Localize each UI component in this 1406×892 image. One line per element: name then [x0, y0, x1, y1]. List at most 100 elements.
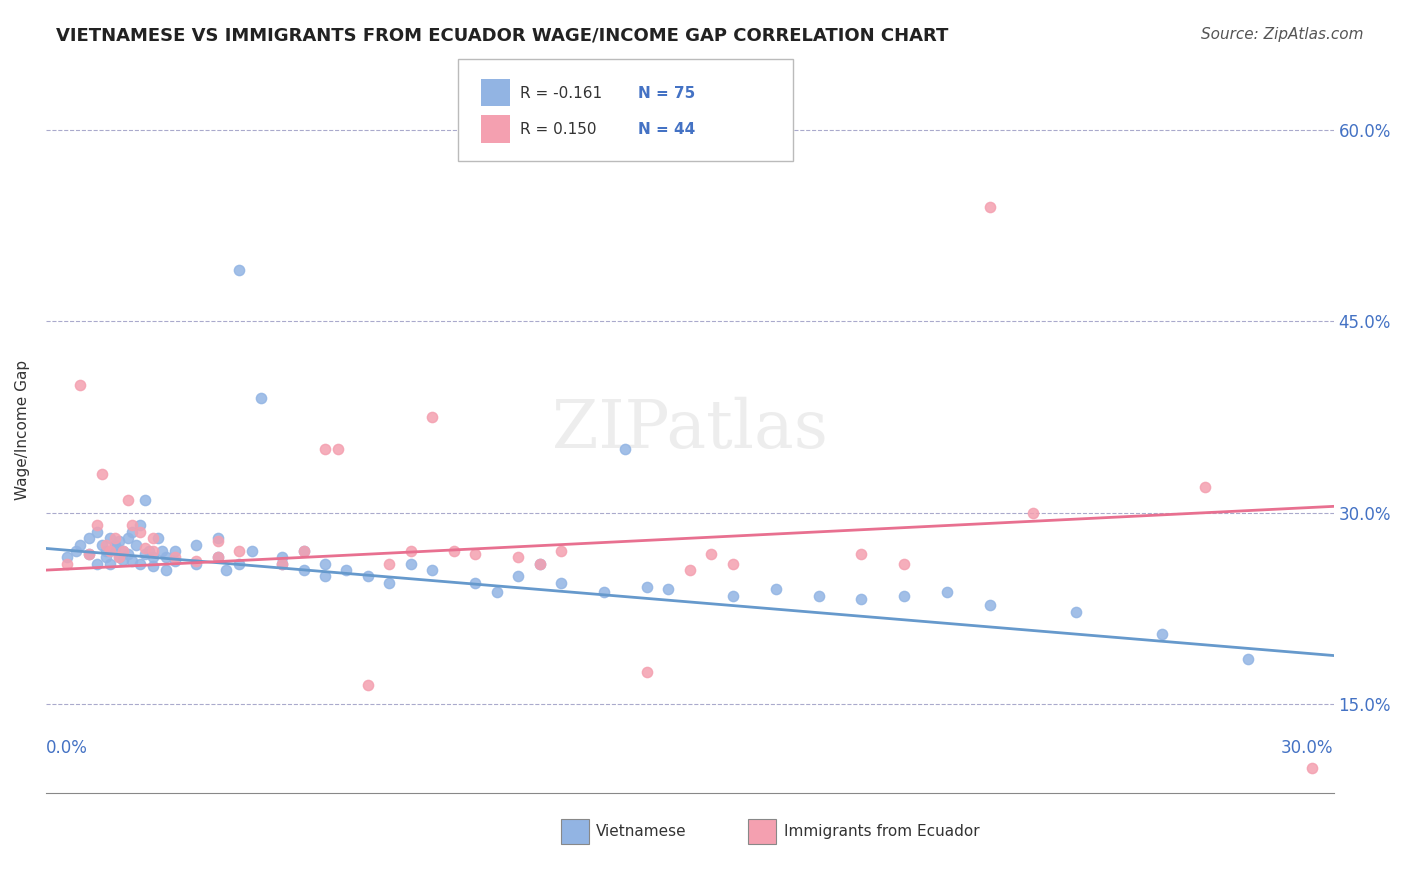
Point: [292, 544, 315, 558]
Point: [163, 550, 186, 565]
Point: [399, 544, 422, 558]
Point: [98, 531, 121, 545]
Text: ZIPatlas: ZIPatlas: [553, 397, 828, 462]
Point: [1064, 605, 1087, 619]
Point: [271, 557, 294, 571]
Point: [636, 665, 658, 679]
Point: [228, 263, 250, 277]
Point: [679, 563, 702, 577]
Point: [636, 580, 658, 594]
Point: [65, 544, 87, 558]
Point: [86, 518, 108, 533]
Point: [1150, 627, 1173, 641]
Point: [129, 557, 152, 571]
Point: [508, 550, 530, 565]
Text: 0.0%: 0.0%: [46, 739, 87, 756]
Bar: [481, 78, 509, 106]
Point: [420, 563, 443, 577]
Point: [94, 550, 117, 565]
Point: [112, 544, 135, 558]
Bar: [561, 819, 589, 844]
Point: [186, 554, 208, 568]
Point: [142, 531, 165, 545]
Point: [936, 584, 959, 599]
Point: [721, 557, 744, 571]
Point: [163, 544, 186, 558]
Point: [378, 557, 401, 571]
Point: [314, 569, 336, 583]
Point: [326, 442, 349, 456]
Point: [443, 544, 465, 558]
Point: [851, 547, 873, 561]
Point: [129, 524, 152, 539]
Point: [155, 563, 177, 577]
Point: [807, 589, 830, 603]
Point: [77, 531, 100, 545]
Point: [134, 493, 156, 508]
Point: [292, 563, 315, 577]
Point: [108, 550, 131, 565]
Point: [271, 550, 294, 565]
Text: Source: ZipAtlas.com: Source: ZipAtlas.com: [1201, 27, 1364, 42]
Point: [121, 524, 143, 539]
Point: [207, 550, 229, 565]
Point: [335, 563, 357, 577]
Point: [893, 589, 915, 603]
Point: [765, 582, 787, 597]
Point: [464, 575, 486, 590]
Point: [163, 554, 186, 568]
Point: [138, 544, 160, 558]
Point: [125, 538, 148, 552]
Point: [614, 442, 637, 456]
Point: [98, 544, 121, 558]
Point: [121, 518, 143, 533]
Text: 30.0%: 30.0%: [1281, 739, 1334, 756]
Bar: [481, 115, 509, 143]
Point: [146, 531, 169, 545]
Point: [86, 524, 108, 539]
Point: [657, 582, 679, 597]
Point: [98, 557, 121, 571]
Text: N = 75: N = 75: [638, 86, 696, 101]
Y-axis label: Wage/Income Gap: Wage/Income Gap: [15, 359, 30, 500]
Point: [129, 518, 152, 533]
Point: [420, 410, 443, 425]
Point: [117, 531, 139, 545]
Point: [155, 550, 177, 565]
Text: Vietnamese: Vietnamese: [596, 824, 686, 839]
Text: VIETNAMESE VS IMMIGRANTS FROM ECUADOR WAGE/INCOME GAP CORRELATION CHART: VIETNAMESE VS IMMIGRANTS FROM ECUADOR WA…: [56, 27, 949, 45]
Point: [142, 550, 165, 565]
Point: [979, 200, 1001, 214]
Point: [56, 550, 79, 565]
Point: [357, 569, 380, 583]
Text: N = 44: N = 44: [638, 122, 696, 137]
Point: [240, 544, 263, 558]
Point: [186, 557, 208, 571]
Point: [399, 557, 422, 571]
Point: [117, 493, 139, 508]
Point: [550, 575, 572, 590]
Point: [94, 538, 117, 552]
Point: [292, 544, 315, 558]
Bar: [748, 819, 776, 844]
Point: [77, 547, 100, 561]
Point: [508, 569, 530, 583]
Point: [108, 550, 131, 565]
Point: [186, 538, 208, 552]
Point: [104, 538, 127, 552]
Point: [529, 557, 551, 571]
Point: [357, 678, 380, 692]
Point: [112, 544, 135, 558]
Point: [207, 531, 229, 545]
Point: [851, 592, 873, 607]
Point: [1236, 652, 1258, 666]
Point: [56, 557, 79, 571]
Point: [1194, 480, 1216, 494]
Point: [90, 538, 112, 552]
Point: [104, 531, 127, 545]
Point: [69, 378, 91, 392]
Text: R = -0.161: R = -0.161: [520, 86, 602, 101]
Point: [893, 557, 915, 571]
Point: [314, 442, 336, 456]
Point: [228, 544, 250, 558]
